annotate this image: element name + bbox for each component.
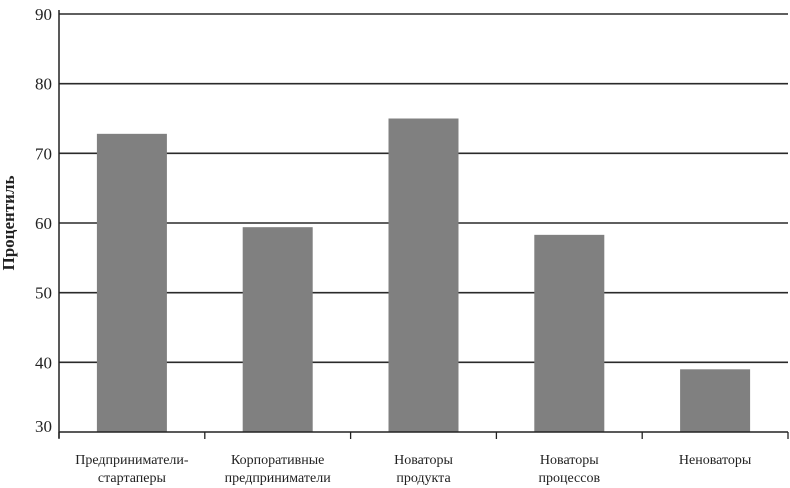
x-tick-label-line: процессов (539, 471, 601, 486)
bar (96, 133, 167, 432)
x-tick-label-line: предприниматели (225, 471, 332, 486)
x-tick-label-line: стартаперы (98, 471, 167, 486)
x-tick-label-line: Новаторы (540, 453, 599, 468)
x-tick-label: Корпоративные предприниматели (225, 453, 332, 486)
x-tick-label: Новаторы процессов (539, 453, 601, 486)
y-tick-label: 90 (35, 5, 52, 24)
bar (534, 234, 605, 432)
bar (242, 227, 313, 432)
x-tick-label: Предприниматели-стартаперы (75, 453, 189, 486)
x-tick-label-line: Новаторы (394, 453, 453, 468)
x-tick-label: Новаторы продукта (394, 453, 453, 486)
x-tick-label-line: продукта (396, 471, 451, 486)
x-tick-label-line: Неноваторы (679, 453, 752, 468)
y-tick-label: 50 (35, 284, 52, 303)
y-tick-label: 70 (35, 144, 52, 163)
y-tick-label: 30 (35, 417, 52, 436)
y-tick-label: 40 (35, 353, 52, 372)
y-tick-label: 60 (35, 214, 52, 233)
bar (388, 118, 459, 432)
y-axis-label: Процентиль (0, 176, 18, 271)
x-tick-label-line: Корпоративные (231, 453, 324, 468)
x-tick-label-line: Предприниматели- (75, 453, 189, 468)
y-tick-label: 80 (35, 75, 52, 94)
bar (680, 369, 751, 432)
x-tick-label: Неноваторы (679, 453, 752, 468)
